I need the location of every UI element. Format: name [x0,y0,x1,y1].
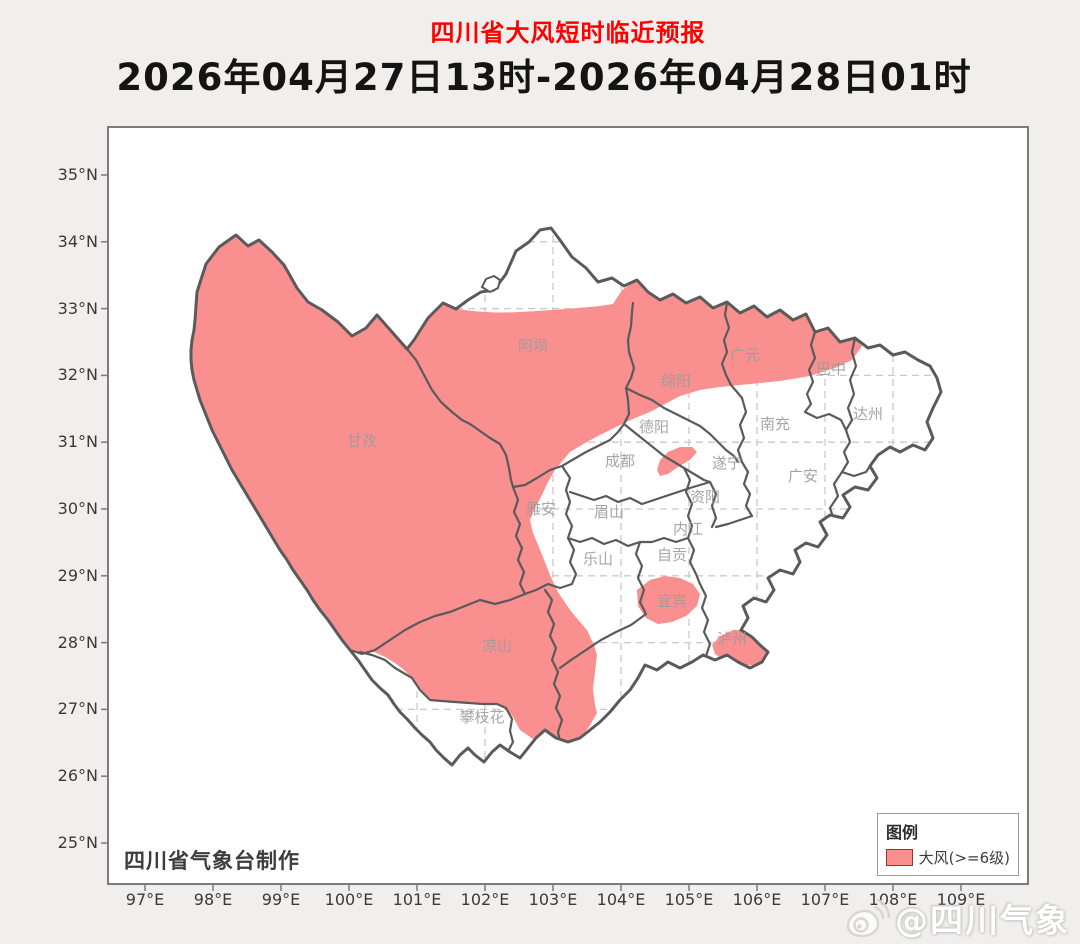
lat-tick-label: 29°N [57,565,98,585]
region-label-6: 南充 [760,415,790,433]
legend-item-0: 大风(>=6级) [886,847,1010,868]
lat-tick-label: 34°N [57,231,98,251]
legend-title: 图例 [886,823,919,842]
lon-tick-label: 101°E [392,890,442,909]
legend-swatch-gale [886,849,913,866]
lat-tick-label: 27°N [57,699,98,719]
region-label-15: 自贡 [657,546,687,564]
forecast-subtitle: 四川省大风短时临近预报 [430,19,706,47]
gale-warning-zones [191,235,862,749]
region-label-3: 绵阳 [661,372,691,390]
weibo-logo-icon [846,898,891,938]
lon-tick-label: 100°E [324,890,374,909]
watermark: @四川气象 [845,894,1070,942]
map-credit: 四川省气象台制作 [124,849,300,873]
region-label-1: 甘孜 [347,432,377,450]
lon-tick-label: 99°E [261,890,301,909]
region-label-19: 凉山 [482,637,512,655]
legend-items: 大风(>=6级) [886,847,1010,868]
lat-tick-label: 33°N [57,298,98,318]
region-label-4: 巴中 [816,360,846,378]
lat-tick-label: 32°N [57,365,98,385]
lat-tick-label: 35°N [57,165,98,184]
plot-frame [107,126,1029,885]
forecast-time-range-title: 2026年04月27日13时-2026年04月28日01时 [116,56,972,99]
map-legend: 图例 大风(>=6级) [877,813,1019,876]
province-outline [189,226,943,767]
region-label-2: 广元 [730,346,760,364]
lon-tick-label: 98°E [193,890,233,909]
lon-tick-label: 108°E [868,890,918,909]
border-enclave [480,274,502,294]
lon-tick-label: 103°E [528,890,578,909]
map-plot-area: 阿坝甘孜 广元绵阳 巴中达州南充 德阳 成都 遂宁广安资阳眉山 雅安内江自贡 乐山宜宾泸州 凉山… [101,126,1029,891]
gale-zone-west [191,235,862,749]
gale-zone-chengdu-deyang [657,447,697,476]
region-label-18: 泸州 [717,630,747,648]
lat-tick-label: 31°N [57,432,98,452]
lat-tick-label: 30°N [57,499,98,518]
region-label-7: 德阳 [639,418,669,436]
lon-tick-label: 104°E [596,890,646,909]
region-label-20: 攀枝花 [459,708,504,726]
region-label-16: 乐山 [583,550,613,568]
region-label-10: 广安 [788,467,818,485]
region-label-11: 资阳 [690,488,720,506]
region-label-9: 遂宁 [712,454,742,472]
prefecture-boundaries [348,300,872,764]
lon-tick-label: 97°E [125,890,165,909]
region-label-5: 达州 [853,405,883,423]
lat-tick-label: 28°N [57,632,98,652]
region-label-12: 眉山 [594,503,624,521]
gale-zone-yibin [637,576,700,624]
region-label-17: 宜宾 [657,592,687,610]
region-label-8: 成都 [605,452,635,470]
lon-tick-label: 102°E [460,890,510,909]
lon-tick-label: 109°E [936,890,986,909]
region-label-14: 内江 [673,520,703,538]
axis-tick-marks [101,174,962,891]
lon-tick-label: 106°E [732,890,782,909]
watermark-handle: @四川气象 [895,901,1070,940]
legend-label-gale: 大风(>=6级) [918,849,1010,867]
lon-tick-label: 105°E [664,890,714,909]
region-label-0: 阿坝 [518,337,548,355]
lat-tick-label: 26°N [57,766,98,786]
lat-tick-label: 25°N [57,833,98,852]
region-label-13: 雅安 [526,500,556,518]
lon-tick-label: 107°E [800,890,850,909]
